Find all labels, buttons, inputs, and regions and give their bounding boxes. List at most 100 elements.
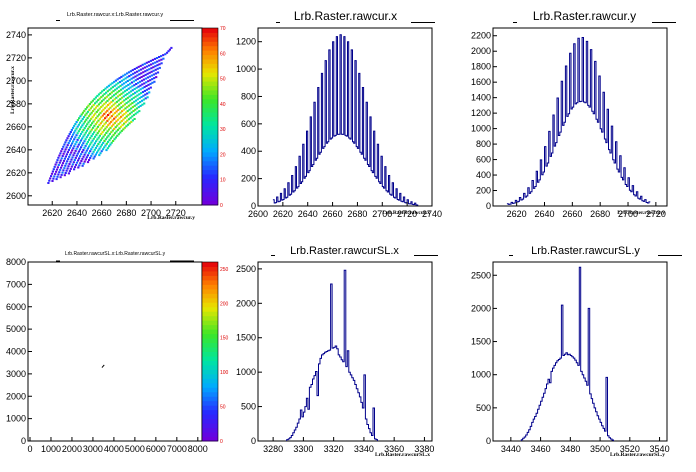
heatmap-cell [120, 96, 124, 99]
heatmap-cell [69, 137, 72, 140]
heatmap-cell [97, 130, 101, 133]
heatmap-cell [115, 120, 118, 123]
heatmap-cell [113, 98, 116, 101]
heatmap-cell [64, 172, 67, 174]
heatmap-cell [106, 136, 109, 139]
palette-band [202, 378, 218, 384]
palette-band [202, 54, 218, 60]
y-tick-label: 2000 [471, 303, 491, 313]
y-tick-label: 400 [476, 170, 491, 180]
y-tick-label: 1000 [236, 367, 256, 377]
heatmap-cell [76, 138, 79, 141]
heatmap-cell [106, 90, 109, 93]
palette-band [202, 351, 218, 357]
heatmap-cell [98, 113, 101, 116]
heatmap-cell [55, 178, 58, 181]
y-tick-label: 1400 [471, 93, 491, 103]
heatmap-cell [123, 82, 126, 85]
heatmap-cell [117, 123, 120, 125]
heatmap-cell [103, 133, 106, 136]
heatmap-cell [85, 149, 88, 152]
heatmap-cell [134, 91, 137, 94]
heatmap-cell [85, 118, 88, 121]
heatmap-cell [72, 161, 75, 164]
heatmap-cell [65, 153, 68, 156]
heatmap-cell [100, 96, 103, 99]
heatmap-cell [110, 131, 113, 134]
y-tick-label: 2200 [471, 31, 491, 41]
heatmap-cell [73, 124, 76, 127]
heatmap-cell [137, 69, 141, 72]
heatmap-cell [110, 101, 113, 104]
heatmap-cell [127, 100, 130, 103]
chart-title: Lrb.Raster.rawcur.y [533, 9, 636, 23]
y-tick-label: 800 [476, 139, 491, 149]
heatmap-cell [67, 158, 70, 161]
heatmap-cell [75, 161, 79, 164]
heatmap-cell [146, 96, 149, 99]
y-tick-label: 1500 [236, 333, 256, 343]
heatmap-cell [150, 70, 153, 73]
palette-tick-label: 70 [220, 26, 226, 32]
heatmap-cell [50, 172, 54, 175]
heatmap-cell [86, 123, 89, 126]
heatmap-cell [140, 76, 143, 78]
palette-band [202, 396, 218, 402]
heatmap-cell [93, 131, 96, 134]
palette-band [202, 107, 218, 113]
heatmap-cell [160, 58, 163, 61]
heatmap-cell [90, 154, 93, 157]
palette-tick-label: 50 [220, 405, 226, 411]
heatmap-cell [132, 110, 135, 112]
heatmap-cell [153, 77, 156, 80]
heatmap-cell [127, 71, 131, 74]
palette-frame [201, 27, 219, 206]
heatmap-cell [158, 63, 161, 66]
heatmap-cell [111, 119, 114, 122]
heatmap-cell [128, 78, 131, 81]
x-tick-label: 3300 [293, 444, 313, 454]
heatmap-cell [70, 135, 74, 138]
palette-band [202, 28, 218, 33]
heatmap-cell [151, 81, 154, 84]
palette-band [202, 347, 218, 352]
heatmap-cell [131, 106, 134, 108]
heatmap-cell [142, 98, 145, 101]
heatmap-cell [115, 110, 118, 113]
heatmap-cell [73, 159, 76, 161]
y-tick-label: 0 [251, 436, 256, 446]
heatmap-cell [110, 120, 113, 123]
heatmap-cell [96, 121, 99, 124]
heatmap-cell [96, 94, 99, 97]
heatmap-cell [80, 153, 83, 156]
x-tick-label: 6000 [146, 444, 166, 454]
heatmap-cell [67, 165, 70, 168]
heatmap-cell [124, 107, 127, 110]
palette-tick-label: 20 [220, 152, 226, 158]
heatmap-cell [96, 138, 99, 141]
heatmap-cell [130, 77, 133, 80]
chart-4: Lrb.Raster.rawcurSL.x:Lrb.Raster.rawcurS… [6, 248, 229, 454]
y-tick-label: 500 [241, 402, 256, 412]
heatmap-cell [91, 105, 94, 108]
heatmap-cell [115, 130, 118, 133]
heatmap-cell [96, 115, 99, 118]
heatmap-cell [122, 91, 125, 94]
heatmap-cell [95, 127, 98, 130]
palette-band [202, 306, 218, 312]
heatmap-cell [109, 126, 112, 129]
x-tick-label: 3460 [531, 444, 551, 454]
palette-band [202, 191, 218, 197]
heatmap-cell [62, 159, 66, 162]
heatmap-cell [57, 173, 60, 176]
heatmap-cell [103, 140, 106, 142]
heatmap-cell [120, 79, 123, 82]
heatmap-cell [135, 83, 138, 85]
heatmap-cell [137, 89, 140, 92]
heatmap-cell [73, 131, 76, 134]
heatmap-cell [73, 168, 76, 171]
y-tick-label: 2500 [471, 270, 491, 280]
heatmap-cell [89, 113, 92, 116]
heatmap-cell [116, 78, 119, 81]
heatmap-cell [95, 110, 98, 113]
